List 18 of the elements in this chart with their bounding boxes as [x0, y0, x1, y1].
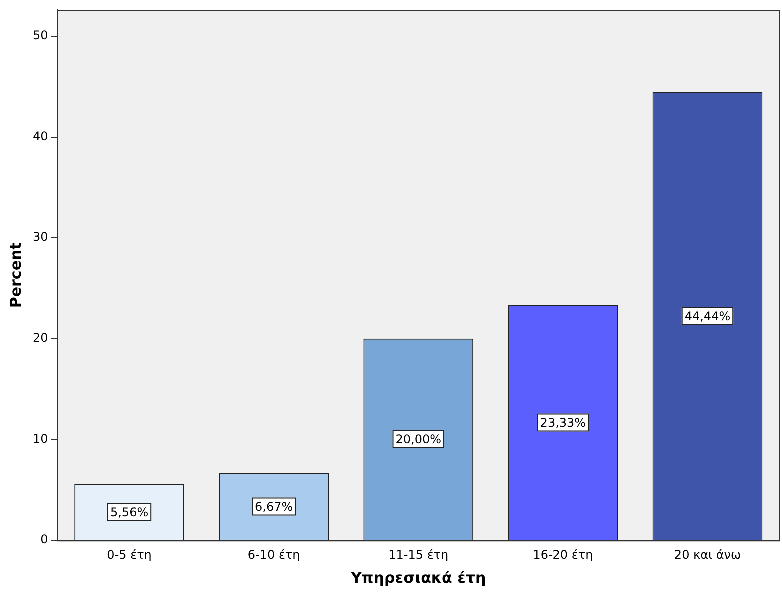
y-tick-label: 30	[32, 230, 48, 244]
x-tick-label: 16-20 έτη	[533, 548, 594, 562]
data-label: 23,33%	[540, 416, 586, 430]
x-axis-title: Υπηρεσιακά έτη	[350, 568, 486, 587]
data-label: 6,67%	[255, 500, 294, 514]
y-tick-label: 20	[32, 331, 48, 346]
data-label: 44,44%	[684, 309, 731, 324]
x-tick-label: 0-5 έτη	[107, 548, 152, 562]
y-tick-label: 0	[40, 532, 48, 547]
data-label: 5,56%	[110, 505, 149, 520]
y-tick-label: 50	[32, 28, 48, 43]
y-tick-label: 40	[32, 129, 48, 144]
y-tick-label: 10	[32, 432, 48, 446]
x-tick-label: 20 και άνω	[674, 548, 742, 562]
x-tick-label: 6-10 έτη	[248, 548, 300, 562]
x-tick-label: 11-15 έτη	[388, 548, 449, 562]
data-label: 20,00%	[396, 432, 442, 447]
y-axis-title: Percent	[6, 242, 25, 308]
